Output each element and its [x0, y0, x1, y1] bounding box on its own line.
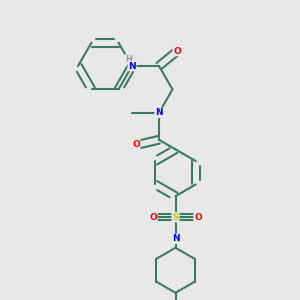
Text: O: O: [173, 46, 181, 56]
Text: O: O: [149, 213, 157, 222]
Text: N: N: [155, 108, 163, 117]
Text: N: N: [128, 61, 136, 70]
Text: O: O: [132, 140, 140, 149]
Text: O: O: [194, 213, 202, 222]
Text: N: N: [172, 234, 179, 243]
Text: S: S: [172, 213, 179, 222]
Text: H: H: [125, 55, 132, 64]
